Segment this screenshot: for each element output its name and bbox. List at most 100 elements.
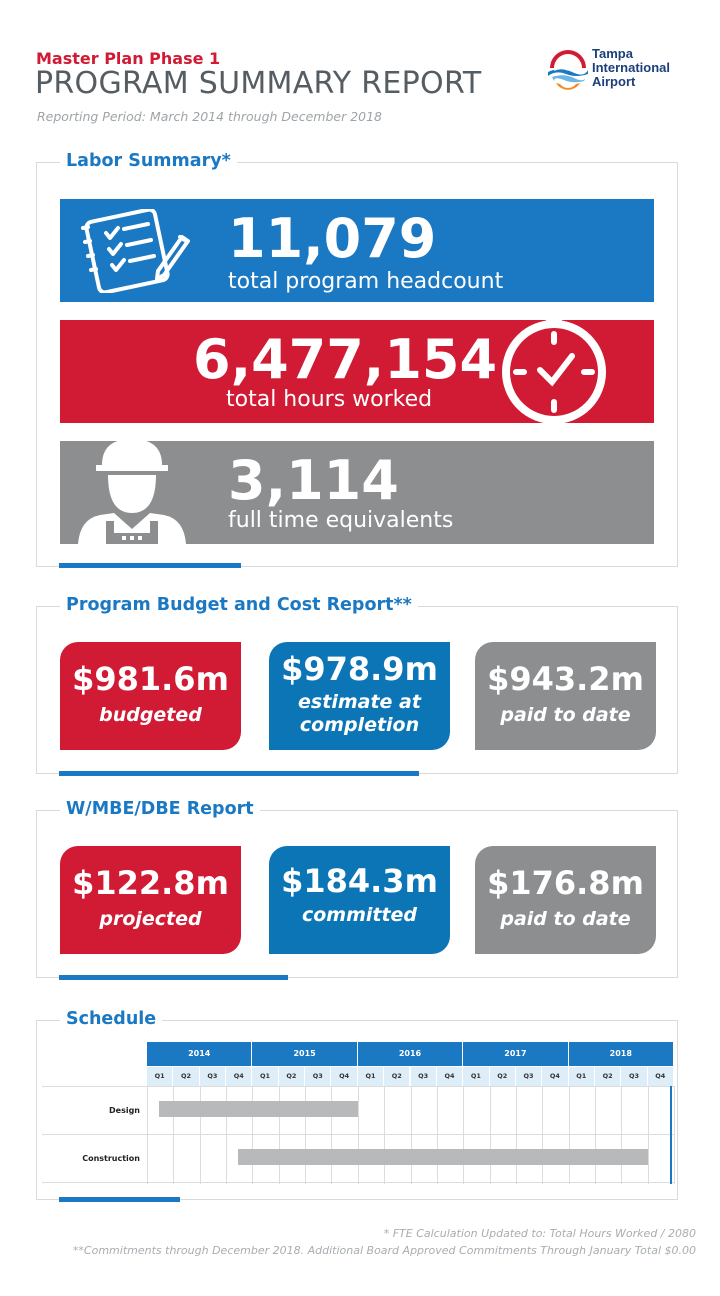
quarter-header: Q3: [621, 1067, 648, 1086]
today-marker: [670, 1086, 672, 1184]
wmbe-paid-label: paid to date: [500, 908, 631, 930]
schedule-title: Schedule: [60, 1009, 163, 1029]
grid-line: [384, 1086, 386, 1184]
worker-icon: [72, 435, 192, 548]
quarter-header: Q2: [384, 1067, 411, 1086]
grid-line: [674, 1086, 675, 1184]
quarter-header: Q2: [278, 1067, 306, 1086]
schedule-row-label: Construction: [82, 1154, 140, 1163]
quarter-header: Q2: [489, 1067, 516, 1086]
quarter-header: Q3: [410, 1067, 437, 1086]
quarter-header: Q1: [147, 1067, 174, 1086]
page-title: PROGRAM SUMMARY REPORT: [35, 66, 482, 101]
grid-line: [252, 1086, 254, 1184]
clock-icon: [496, 312, 612, 432]
grid-line: [278, 1086, 280, 1184]
committed-card: $184.3m committed: [269, 846, 450, 954]
schedule-row-label: Design: [109, 1106, 140, 1115]
schedule-bar-design: [159, 1101, 358, 1117]
committed-value: $184.3m: [281, 862, 438, 900]
fte-value: 3,114: [228, 449, 399, 512]
schedule-gantt: 2014 Q1 Q2 Q3 Q4 2015 Q1 Q2 Q3 Q4 2016 Q1 Q2 Q3 Q4 2017…: [42, 1042, 676, 1184]
quarter-header: Q4: [542, 1067, 569, 1086]
wmbe-paid-card: $176.8m paid to date: [475, 846, 656, 954]
quarter-header: Q1: [568, 1067, 595, 1086]
schedule-accent-line: [59, 1197, 180, 1202]
grid-line: [568, 1086, 570, 1184]
footnote-fte: * FTE Calculation Updated to: Total Hour…: [383, 1227, 696, 1240]
paid-value: $943.2m: [487, 660, 644, 698]
schedule-bar-construction: [238, 1149, 648, 1165]
fte-label: full time equivalents: [228, 508, 454, 533]
grid-line: [42, 1182, 674, 1183]
estimate-label: estimate at completion: [298, 691, 421, 736]
wmbe-title: W/MBE/DBE Report: [60, 799, 260, 819]
grid-line: [463, 1086, 465, 1184]
grid-line: [594, 1086, 596, 1184]
hours-bar: 6,477,154 total hours worked: [60, 312, 654, 424]
notebook-icon: [78, 207, 198, 297]
estimate-card: $978.9m estimate at completion: [269, 642, 450, 750]
budgeted-value: $981.6m: [72, 660, 229, 698]
paid-label: paid to date: [500, 704, 631, 726]
year-header-2016: 2016: [357, 1042, 464, 1066]
fte-bar: 3,114 full time equivalents: [60, 435, 654, 544]
grid-line: [542, 1086, 544, 1184]
budgeted-label: budgeted: [99, 704, 202, 726]
headcount-value: 11,079: [228, 207, 437, 270]
quarter-header: Q4: [331, 1067, 358, 1086]
quarter-header: Q3: [515, 1067, 543, 1086]
footnote-commitments: **Commitments through December 2018. Add…: [72, 1244, 696, 1257]
labor-summary-title: Labor Summary*: [60, 151, 237, 171]
grid-line: [410, 1086, 412, 1184]
year-header-2014: 2014: [147, 1042, 253, 1066]
committed-label: committed: [301, 904, 418, 926]
projected-value: $122.8m: [72, 864, 229, 902]
quarter-header: Q2: [594, 1067, 622, 1086]
grid-line: [305, 1086, 307, 1184]
wmbe-paid-value: $176.8m: [487, 864, 644, 902]
year-header-2015: 2015: [252, 1042, 358, 1066]
quarter-header: Q1: [252, 1067, 279, 1086]
grid-line: [436, 1086, 438, 1184]
report-subtitle: Master Plan Phase 1: [36, 49, 221, 68]
year-header-2018: 2018: [568, 1042, 674, 1066]
grid-line: [42, 1134, 674, 1135]
quarter-header: Q4: [226, 1067, 253, 1086]
airport-logo: Tampa International Airport: [546, 46, 686, 98]
year-header-2017: 2017: [463, 1042, 569, 1066]
labor-accent-line: [59, 563, 241, 568]
wmbe-accent-line: [59, 975, 288, 980]
quarter-header: Q3: [199, 1067, 227, 1086]
grid-line: [515, 1086, 517, 1184]
headcount-bar: 11,079 total program headcount: [60, 199, 654, 302]
hours-label: total hours worked: [226, 387, 433, 412]
reporting-period: Reporting Period: March 2014 through Dec…: [37, 109, 383, 124]
airport-logo-text: Tampa International Airport: [592, 46, 671, 89]
grid-line: [331, 1086, 333, 1184]
paid-card: $943.2m paid to date: [475, 642, 656, 750]
grid-line: [226, 1086, 228, 1184]
grid-line: [621, 1086, 623, 1184]
grid-line: [647, 1086, 649, 1184]
budget-title: Program Budget and Cost Report**: [60, 595, 418, 615]
quarter-header: Q2: [173, 1067, 200, 1086]
hours-value: 6,477,154: [193, 328, 498, 391]
quarter-header: Q3: [305, 1067, 332, 1086]
budgeted-card: $981.6m budgeted: [60, 642, 241, 750]
quarter-header: Q1: [463, 1067, 490, 1086]
grid-line: [42, 1086, 674, 1087]
grid-line: [489, 1086, 491, 1184]
grid-line: [173, 1086, 175, 1184]
quarter-header: Q4: [436, 1067, 464, 1086]
budget-accent-line: [59, 771, 419, 776]
quarter-header: Q4: [647, 1067, 674, 1086]
quarter-header: Q1: [357, 1067, 385, 1086]
headcount-label: total program headcount: [228, 269, 504, 294]
estimate-value: $978.9m: [281, 650, 438, 688]
airport-logo-mark-icon: [548, 50, 588, 90]
projected-label: projected: [99, 908, 202, 930]
grid-line: [199, 1086, 201, 1184]
grid-line: [357, 1086, 359, 1184]
grid-line: [147, 1086, 148, 1184]
